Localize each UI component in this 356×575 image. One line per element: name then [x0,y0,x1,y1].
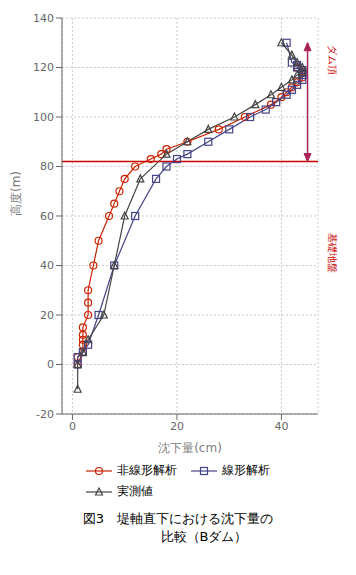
svg-text:基礎地盤: 基礎地盤 [327,233,338,273]
svg-text:40: 40 [40,259,54,272]
svg-text:ダム頂: ダム頂 [327,45,338,75]
svg-text:100: 100 [33,111,54,124]
svg-text:高度(m): 高度(m) [9,171,23,216]
html-text:実測値: 実測値 [117,484,153,498]
svg-text:40: 40 [274,420,288,433]
html-text:非線形解析: 非線形解析 [117,463,177,477]
svg-text:沈下量(cm): 沈下量(cm) [158,441,222,455]
svg-text:120: 120 [33,61,54,74]
html-text:線形解析: 線形解析 [222,463,270,477]
svg-text:0: 0 [47,358,54,371]
svg-text:-20: -20 [36,408,54,421]
svg-text:20: 20 [170,420,184,433]
html-text:図3 堤軸直下における沈下量の: 図3 堤軸直下における沈下量の [82,511,274,526]
svg-text:60: 60 [40,210,54,223]
svg-text:0: 0 [69,420,76,433]
svg-text:20: 20 [40,309,54,322]
html-text:比較（Bダム）: 比較（Bダム） [108,529,248,544]
svg-text:140: 140 [33,12,54,25]
svg-text:80: 80 [40,160,54,173]
